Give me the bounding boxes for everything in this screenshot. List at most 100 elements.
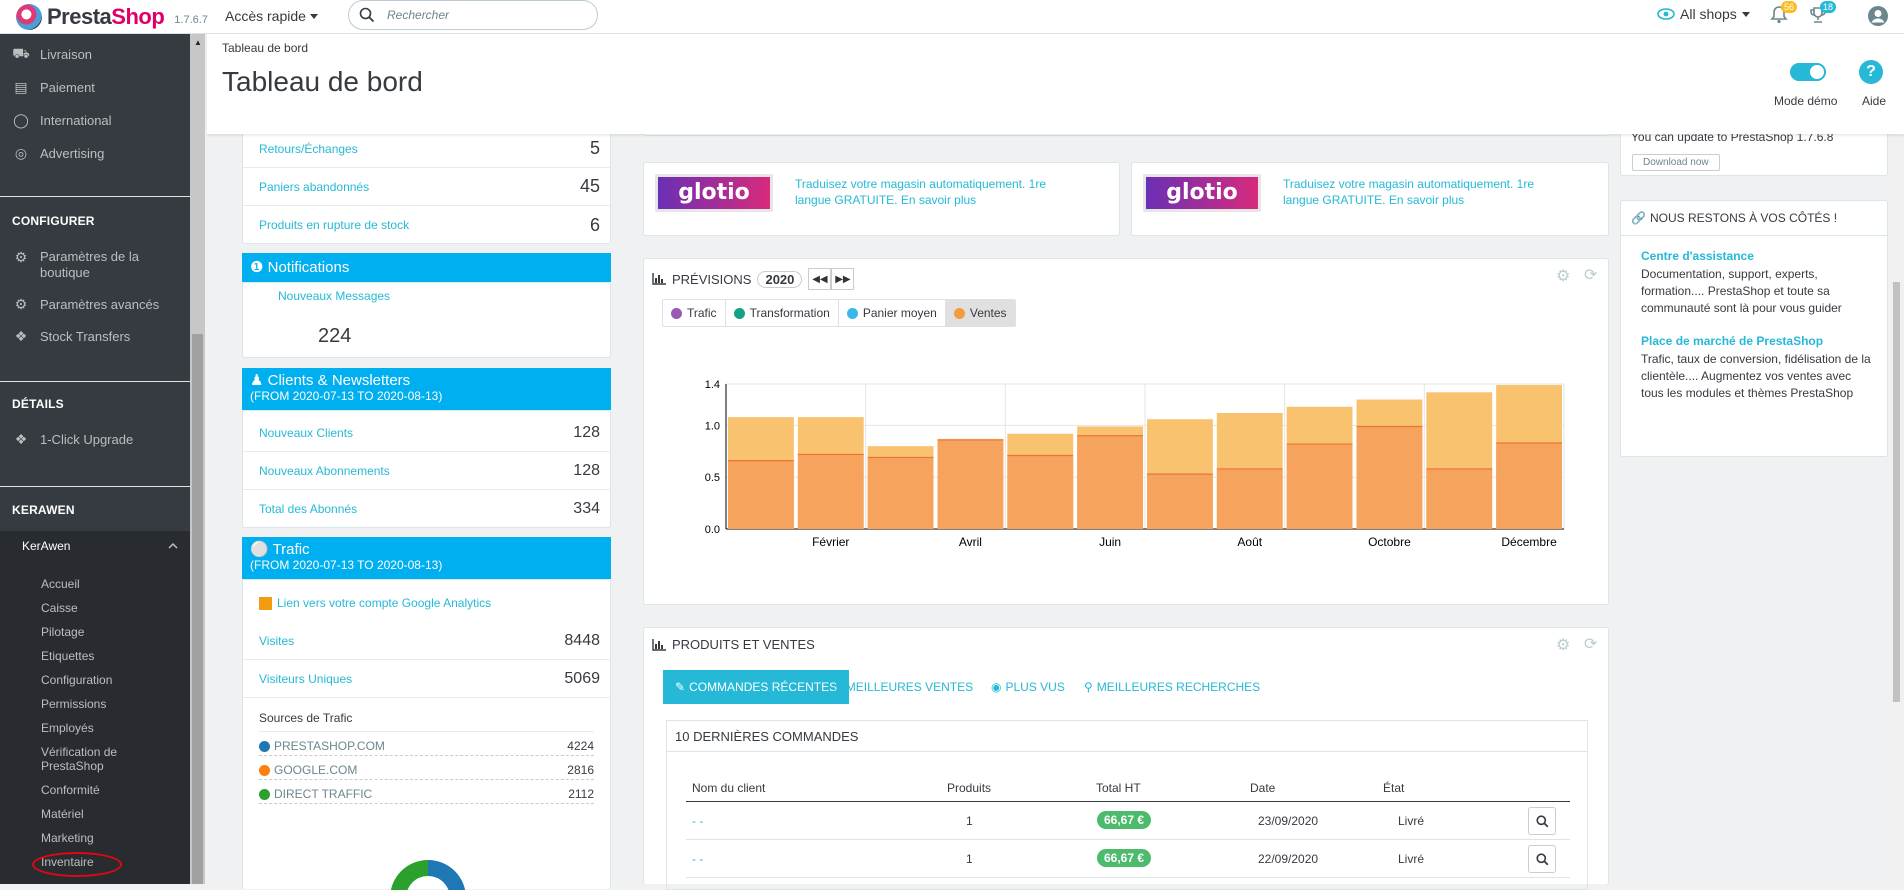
list-item: Produits en rupture de stock 6 — [243, 206, 610, 244]
sidebar-sub-caisse[interactable]: Caisse — [41, 601, 78, 615]
legend-item-trafic[interactable]: Trafic — [663, 300, 726, 326]
sidebar-sub-verification[interactable]: Vérification de PrestaShop — [41, 745, 118, 773]
tab-best-sellers[interactable]: ☆ MEILLEURES VENTES — [819, 670, 985, 704]
glotio-text[interactable]: Traduisez votre magasin automatiquement.… — [1283, 177, 1535, 207]
traffic-source-row: DIRECT TRAFFIC 2112 — [259, 787, 594, 804]
sidebar-sub-conformite[interactable]: Conformité — [41, 783, 100, 797]
caret-down-icon — [309, 13, 318, 19]
sidebar-sub-materiel[interactable]: Matériel — [41, 807, 84, 821]
sidebar-item-stock-transfers[interactable]: ❖ Stock Transfers — [12, 328, 131, 344]
client-link[interactable]: - - — [692, 852, 704, 866]
sidebar-sub-pilotage[interactable]: Pilotage — [41, 625, 85, 639]
legend-item-panier-moyen[interactable]: Panier moyen — [839, 300, 946, 326]
help-icon[interactable]: ? — [1859, 60, 1883, 84]
legend-label: Panier moyen — [862, 306, 937, 320]
glotio-ad[interactable]: glotio Traduisez votre magasin automatiq… — [643, 162, 1120, 236]
sidebar-item-label: Paramètres avancés — [40, 296, 160, 312]
tab-recent-orders[interactable]: ✎ COMMANDES RÉCENTES — [663, 670, 850, 704]
support-center-link[interactable]: Centre d'assistance — [1641, 249, 1754, 263]
sidebar-item-parametres-boutique[interactable]: ⚙ Paramètres de la boutique — [12, 249, 150, 281]
clients-header: ♟ Clients & Newsletters (FROM 2020-07-13 … — [242, 368, 611, 410]
next-year-button[interactable]: ▶▶ — [831, 268, 855, 290]
view-order-button[interactable] — [1528, 807, 1556, 835]
page-scroll-thumb[interactable] — [1893, 282, 1900, 702]
legend-label: Ventes — [969, 306, 1007, 320]
refresh-icon[interactable]: ⟳ — [1584, 636, 1598, 653]
sidebar-item-paiement[interactable]: ▤ Paiement — [12, 79, 95, 95]
sidebar-item-livraison[interactable]: ⛟ Livraison — [12, 45, 92, 62]
legend-dot-icon — [671, 307, 682, 319]
sidebar-item-kerawen[interactable]: KerAwen — [22, 539, 71, 553]
trafic-title: Trafic — [272, 541, 310, 558]
returns-link[interactable]: Retours/Échanges — [259, 141, 358, 156]
shop-selector[interactable]: All shops — [1657, 6, 1750, 22]
brand-name-a: Presta — [47, 4, 112, 29]
y-tick-label: 1.4 — [705, 379, 720, 391]
analytics-link[interactable]: Lien vers votre compte Google Analytics — [259, 596, 491, 610]
total-subscribers-link[interactable]: Total des Abonnés — [259, 502, 358, 516]
caret-down-icon — [1741, 11, 1750, 17]
globe-icon: ◯ — [13, 111, 29, 128]
help-label: Aide — [1862, 94, 1887, 108]
refresh-icon[interactable]: ⟳ — [1584, 267, 1598, 284]
traffic-donut-chart — [390, 860, 466, 890]
sidebar-scrollbar[interactable]: ▲ — [190, 34, 205, 884]
sidebar-item-international[interactable]: ◯ International — [12, 111, 111, 128]
unique-visitors-link[interactable]: Visiteurs Uniques — [259, 671, 353, 686]
client-link[interactable]: - - — [692, 814, 704, 828]
forecast-year[interactable]: 2020 — [757, 270, 803, 288]
traffic-source-row: PRESTASHOP.COM 4224 — [259, 739, 594, 756]
sidebar-item-advertising[interactable]: ◎ Advertising — [12, 145, 104, 161]
new-clients-link[interactable]: Nouveaux Clients — [259, 425, 354, 440]
search-input[interactable]: Rechercher — [348, 0, 598, 30]
gear-icon: ⚙ — [14, 248, 28, 265]
top-header: PrestaShop 1.7.6.7 Accès rapide Recherch… — [0, 0, 1904, 34]
legend-label: Trafic — [687, 306, 717, 320]
breadcrumb[interactable]: Tableau de bord — [222, 41, 309, 55]
new-messages-link[interactable]: Nouveaux Messages — [278, 289, 391, 303]
previous-year-button[interactable]: ◀◀ — [808, 268, 832, 290]
abandoned-carts-link[interactable]: Paniers abandonnés — [259, 179, 370, 194]
forecast-title: PRÉVISIONS — [672, 271, 752, 287]
activity-panel: Retours/Échanges 5 Paniers abandonnés 45 P… — [242, 120, 611, 244]
glotio-text[interactable]: Traduisez votre magasin automatiquement.… — [795, 177, 1047, 207]
tab-most-viewed[interactable]: ◉ PLUS VUS — [979, 670, 1077, 704]
customers-notification-button[interactable]: 18 — [1808, 1, 1836, 27]
analytics-icon — [259, 596, 272, 610]
sidebar-sub-employes[interactable]: Employés — [41, 721, 94, 735]
legend-dot-icon — [733, 307, 745, 319]
prestashop-logo[interactable]: PrestaShop 1.7.6.7 — [16, 3, 208, 31]
view-order-button[interactable] — [1528, 845, 1556, 873]
sidebar-sub-marketing[interactable]: Marketing — [41, 831, 94, 845]
tab-top-searches[interactable]: ⚲ MEILLEURES RECHERCHES — [1072, 670, 1272, 704]
version-label: 1.7.6.7 — [174, 14, 208, 26]
sidebar-sub-etiquettes[interactable]: Etiquettes — [41, 649, 95, 663]
user-account-button[interactable] — [1867, 5, 1889, 27]
sidebar-sub-permissions[interactable]: Permissions — [41, 697, 107, 711]
gear-icon[interactable]: ⚙ — [1556, 637, 1571, 654]
sidebar-sub-accueil[interactable]: Accueil — [41, 577, 80, 591]
brand-name: PrestaShop — [47, 4, 165, 30]
chevron-up-icon — [168, 542, 178, 549]
glotio-ad[interactable]: glotio Traduisez votre magasin automatiq… — [1131, 162, 1609, 236]
scroll-up-icon: ▲ — [194, 38, 202, 47]
sidebar-sub-configuration[interactable]: Configuration — [41, 673, 113, 687]
sidebar-scroll-thumb[interactable] — [192, 334, 203, 884]
legend-item-transformation[interactable]: Transformation — [726, 300, 839, 326]
out-of-stock-link[interactable]: Produits en rupture de stock — [259, 218, 410, 232]
marketplace-link[interactable]: Place de marché de PrestaShop — [1641, 334, 1824, 348]
quick-access-menu[interactable]: Accès rapide — [225, 8, 318, 24]
legend-item-ventes[interactable]: Ventes — [945, 300, 1015, 326]
sidebar: ⛟ Livraison ▤ Paiement ◯ International ◎ Adv… — [0, 34, 190, 884]
demo-mode-toggle[interactable] — [1790, 63, 1826, 81]
sidebar-item-parametres-avances[interactable]: ⚙ Paramètres avancés — [12, 296, 160, 312]
gear-icon[interactable]: ⚙ — [1556, 268, 1571, 285]
page-scrollbar[interactable] — [1889, 34, 1904, 884]
orders-badge: 56 — [1780, 1, 1797, 13]
sidebar-item-1-click-upgrade[interactable]: ❖ 1-Click Upgrade — [12, 431, 133, 447]
download-now-button[interactable]: Download now — [1632, 154, 1720, 171]
new-clients-value: 128 — [573, 423, 600, 441]
visits-link[interactable]: Visites — [259, 633, 295, 648]
new-subscriptions-link[interactable]: Nouveaux Abonnements — [259, 463, 390, 478]
orders-notification-button[interactable]: 56 — [1769, 1, 1797, 27]
